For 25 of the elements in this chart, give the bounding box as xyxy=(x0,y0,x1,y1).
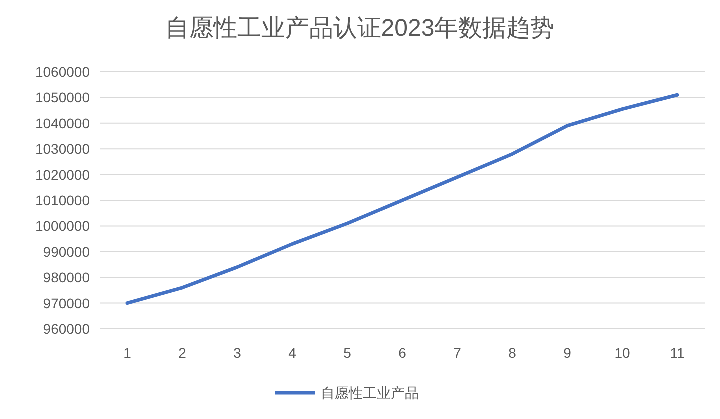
x-tick-label: 8 xyxy=(508,345,517,361)
x-tick-label: 1 xyxy=(124,345,132,361)
y-tick-label: 990000 xyxy=(43,244,90,260)
y-tick-label: 1040000 xyxy=(35,115,90,132)
y-tick-label: 970000 xyxy=(43,295,90,312)
x-tick-label: 3 xyxy=(234,345,242,361)
y-tick-label: 1020000 xyxy=(35,166,90,183)
legend-label: 自愿性工业产品 xyxy=(321,385,419,401)
x-tick-label: 7 xyxy=(454,345,462,361)
y-tick-label: 1000000 xyxy=(35,218,90,234)
y-tick-label: 960000 xyxy=(43,321,90,337)
y-tick-label: 980000 xyxy=(43,270,90,286)
y-tick-label: 1060000 xyxy=(35,64,90,80)
x-tick-label: 6 xyxy=(398,345,407,361)
y-tick-label: 1030000 xyxy=(35,141,90,158)
y-tick-label: 1010000 xyxy=(35,192,90,208)
y-tick-label: 1050000 xyxy=(35,90,90,106)
line-series xyxy=(126,93,680,306)
x-tick-label: 4 xyxy=(288,345,297,361)
x-tick-label: 10 xyxy=(614,345,630,361)
x-tick-label: 11 xyxy=(670,345,685,361)
x-tick-label: 5 xyxy=(344,345,352,361)
x-tick-label: 2 xyxy=(178,345,187,361)
x-tick-label: 9 xyxy=(564,345,572,361)
chart-title: 自愿性工业产品认证2023年数据趋势 xyxy=(165,15,555,42)
